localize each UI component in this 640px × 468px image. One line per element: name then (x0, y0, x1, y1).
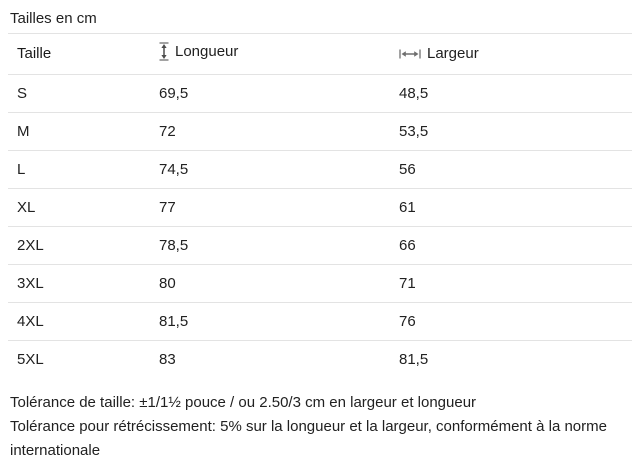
cell-size: 3XL (8, 264, 150, 303)
cell-longueur: 83 (159, 350, 176, 368)
length-measure-icon (159, 42, 169, 62)
table-row: L 74,5 56 (8, 150, 632, 189)
column-header-width-label: Largeur (427, 45, 479, 62)
cell-largeur: 56 (390, 150, 632, 189)
cell-size: 5XL (17, 350, 44, 368)
tolerance-note-size: Tolérance de taille: ±1/1½ pouce / ou 2.… (10, 394, 477, 411)
cell-longueur: 81,5 (150, 302, 390, 341)
cell-size: 2XL (8, 226, 150, 265)
cell-longueur: 69,5 (150, 74, 390, 113)
cell-longueur: 72 (150, 112, 390, 151)
tolerance-notes: Tolérance de taille: ±1/1½ pouce / ou 2.… (8, 391, 632, 463)
table-row: S 69,5 48,5 (8, 74, 632, 113)
column-header-length-label: Longueur (175, 43, 239, 61)
cell-largeur: 76 (390, 302, 632, 341)
cell-largeur: 71 (390, 264, 632, 303)
width-measure-icon (399, 49, 421, 59)
table-row: 4XL 81,5 76 (8, 302, 632, 341)
cell-size: S (8, 74, 150, 113)
cell-size: 4XL (8, 302, 150, 341)
cell-longueur: 78,5 (150, 226, 390, 265)
table-row: M 72 53,5 (8, 112, 632, 151)
table-row: XL 77 61 (8, 188, 632, 227)
table-row: 5XL 83 81,5 (8, 340, 632, 378)
cell-largeur: 61 (390, 188, 632, 227)
table-row: 3XL 80 71 (8, 264, 632, 303)
cell-longueur: 77 (150, 188, 390, 227)
column-header-size: Taille (8, 34, 150, 75)
cell-largeur: 66 (390, 226, 632, 265)
table-row: 2XL 78,5 66 (8, 226, 632, 265)
cell-largeur: 48,5 (390, 74, 632, 113)
column-header-width: Largeur (390, 34, 632, 75)
tolerance-note-shrinkage: Tolérance pour rétrécissement: 5% sur la… (10, 418, 607, 459)
cell-size: M (8, 112, 150, 151)
cell-largeur: 53,5 (390, 112, 632, 151)
cell-longueur: 80 (150, 264, 390, 303)
cell-size: XL (8, 188, 150, 227)
cell-size: L (8, 150, 150, 189)
column-header-length: Longueur (150, 34, 390, 75)
cell-longueur: 74,5 (150, 150, 390, 189)
cell-largeur: 81,5 (399, 350, 429, 368)
size-chart-title: Tailles en cm (8, 0, 632, 34)
size-table-body: S 69,5 48,5 M 72 53,5 L 74,5 56 XL 77 61 2XL 78,5 66 3X… (8, 74, 632, 378)
table-header-row: Taille Longueur (8, 34, 632, 75)
size-table: Taille Longueur (8, 34, 632, 378)
